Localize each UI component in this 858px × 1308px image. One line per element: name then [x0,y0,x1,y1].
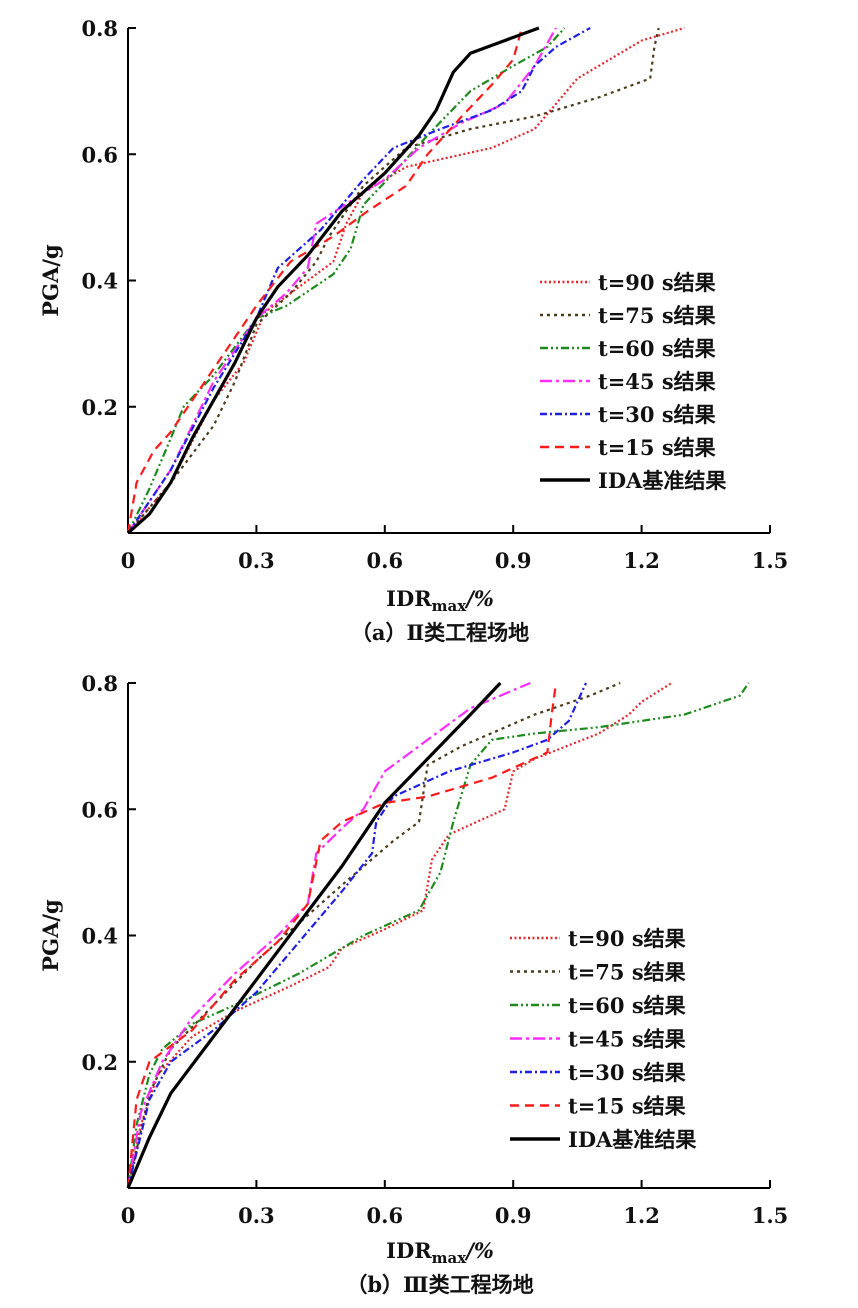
legend-label: IDA基准结果 [598,468,726,493]
x-tick-label: 0.9 [495,1203,532,1228]
x-tick-label: 0 [121,548,136,573]
y-tick-label: 0.4 [81,269,118,294]
y-axis-label: PGA/g [38,899,63,972]
series-line [126,682,588,1189]
legend-label: t=75 s结果 [598,303,716,328]
y-tick-label: 0.6 [81,797,118,822]
x-axis-label-unit: /% [464,1238,494,1263]
series-line [126,26,540,535]
legend-label: t=30 s结果 [598,402,716,427]
subplot-a: 0 0.3 0.6 0.9 1.2 1.5 0.2 0.4 0.6 0.8 t=90 s结果 t=75… [38,16,788,645]
legend-label: t=15 s结果 [568,1094,686,1119]
x-axis-label-main: IDR [386,1238,432,1263]
series-line [127,27,660,534]
x-tick-label: 0.9 [495,548,532,573]
y-tick-label: 0.4 [81,924,118,949]
x-tick-label: 0.6 [367,548,404,573]
x-tick-label: 1.2 [623,1203,660,1228]
series-line [126,681,621,1189]
subplot-caption: （a）Ⅱ类工程场地 [351,620,529,645]
legend-label: t=15 s结果 [598,435,716,460]
legend-label: t=60 s结果 [568,993,686,1018]
legend-label: IDA基准结果 [568,1127,696,1152]
subplot-caption: （b）Ⅲ类工程场地 [346,1272,533,1297]
x-axis-label-subscript: max [432,1249,468,1267]
legend-label: t=45 s结果 [568,1027,686,1052]
x-tick-label: 0 [121,1203,136,1228]
y-tick-label: 0.2 [81,1050,118,1075]
series-line [126,681,502,1189]
x-tick-label: 1.5 [752,1203,789,1228]
series-line [126,682,558,1189]
legend-label: t=60 s结果 [598,336,716,361]
x-tick-label: 1.2 [623,548,660,573]
x-axis-label: IDRmax/% [386,586,494,615]
series-line [126,27,523,534]
series-line [126,681,531,1189]
y-axis-label: PGA/g [38,244,63,317]
legend-label: t=45 s结果 [598,369,716,394]
series-line [127,27,557,534]
y-tick-label: 0.2 [81,395,118,420]
y-tick-label: 0.6 [81,142,118,167]
series-line [126,682,750,1189]
y-tick-label: 0.8 [81,671,118,696]
legend-label: t=90 s结果 [598,270,716,295]
x-axis-label: IDRmax/% [386,1238,494,1267]
x-axis-label-unit: /% [464,586,494,611]
x-tick-label: 0.3 [238,548,275,573]
x-axis-label-main: IDR [386,586,432,611]
series-line [127,27,566,534]
x-axis-label-subscript: max [432,597,468,615]
legend-label: t=75 s结果 [568,960,686,985]
series-line [127,27,591,534]
y-tick-label: 0.8 [81,16,118,41]
subplot-b: 0 0.3 0.6 0.9 1.2 1.5 0.2 0.4 0.6 0.8 t=90 s结果 t=75… [38,671,788,1297]
x-tick-label: 0.3 [238,1203,275,1228]
legend-label: t=90 s结果 [568,926,686,951]
x-tick-label: 1.5 [752,548,789,573]
x-tick-label: 0.6 [367,1203,404,1228]
legend-label: t=30 s结果 [568,1060,686,1085]
